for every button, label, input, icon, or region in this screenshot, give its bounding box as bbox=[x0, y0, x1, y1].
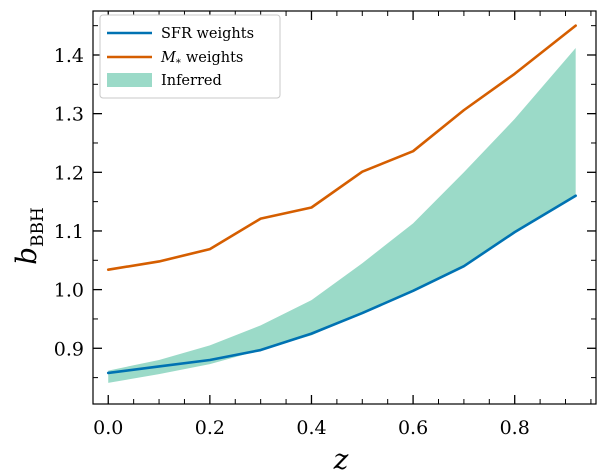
y-tick-label: 1.2 bbox=[54, 162, 84, 184]
x-tick-label: 0.4 bbox=[296, 417, 326, 439]
legend-mstar-sub: * bbox=[176, 58, 181, 69]
y-tick-label: 1.3 bbox=[54, 104, 84, 126]
y-axis-label-sub: BBH bbox=[28, 207, 48, 247]
series-line-sfr bbox=[106, 194, 577, 375]
y-axis-label-main: b bbox=[10, 247, 43, 265]
x-tick-label: 0.0 bbox=[93, 417, 123, 439]
y-tick-label: 1.4 bbox=[54, 45, 84, 67]
legend-label-inferred: Inferred bbox=[161, 73, 222, 89]
legend-label-mstar: M* weights bbox=[160, 50, 243, 69]
y-axis-label: bBBH bbox=[10, 207, 48, 265]
inferred-band bbox=[108, 47, 576, 383]
x-tick-labels: 0.0 0.2 0.4 0.6 0.8 bbox=[93, 417, 530, 439]
legend: SFR weights M* weights Inferred bbox=[99, 14, 281, 99]
x-tick-label: 0.6 bbox=[398, 417, 428, 439]
y-tick-label: 1.0 bbox=[54, 280, 84, 302]
svg-text:bBBH: bBBH bbox=[10, 207, 48, 265]
plot-frame bbox=[92, 10, 597, 405]
legend-label-sfr: SFR weights bbox=[161, 26, 254, 42]
x-tick-label: 0.8 bbox=[500, 417, 530, 439]
legend-mstar-symbol: M bbox=[160, 50, 177, 66]
series-line-mstar bbox=[106, 24, 577, 271]
x-tick-label: 0.2 bbox=[195, 417, 225, 439]
y-tick-label: 0.9 bbox=[54, 338, 84, 360]
legend-mstar-text: weights bbox=[186, 50, 244, 66]
legend-swatch-inferred bbox=[107, 73, 152, 87]
series-layer bbox=[106, 24, 577, 375]
x-axis-label: z bbox=[333, 443, 349, 473]
y-tick-labels: 0.9 1.0 1.1 1.2 1.3 1.4 bbox=[54, 45, 84, 360]
ticks-layer bbox=[93, 11, 596, 404]
y-tick-label: 1.1 bbox=[54, 221, 84, 243]
